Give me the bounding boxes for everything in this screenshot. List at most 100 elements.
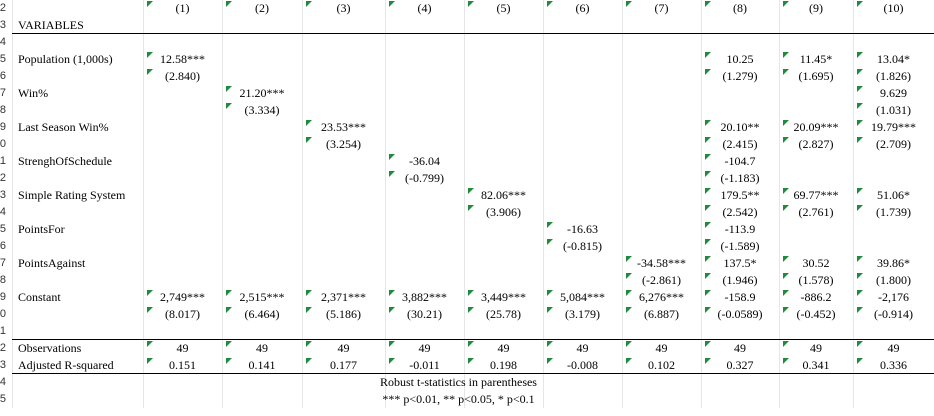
table-cell: (2.542) (722, 205, 758, 219)
text-flag (306, 120, 312, 126)
table-cell: 9.629 (880, 86, 907, 100)
text-flag (705, 341, 711, 347)
table-cell: 13.04* (877, 52, 910, 66)
text-flag (705, 222, 711, 228)
grid-line (143, 0, 144, 408)
table-cell: -104.7 (724, 154, 756, 168)
table-cell: 0.141 (248, 358, 276, 372)
table-cell: (1.578) (798, 273, 834, 287)
table-cell: (3.254) (326, 137, 361, 151)
table-cell: 20.09*** (793, 120, 839, 134)
text-flag (389, 341, 395, 347)
text-flag (226, 103, 232, 109)
text-flag (389, 307, 395, 313)
text-flag (147, 290, 153, 296)
table-cell: -113.9 (724, 222, 756, 236)
text-flag (857, 256, 863, 262)
text-flag (783, 137, 789, 143)
table-cell: 3,882*** (402, 290, 447, 304)
text-flag (857, 273, 863, 279)
text-flag (306, 341, 312, 347)
text-flag (705, 205, 711, 211)
row-number: 19 (0, 291, 6, 303)
table-cell: 2,515*** (239, 290, 285, 304)
table-cell: (2.415) (722, 137, 758, 151)
table-cell: (-1.589) (720, 239, 760, 253)
text-flag (468, 290, 474, 296)
row-number: 5 (0, 53, 6, 65)
table-cell: 0.336 (880, 358, 907, 372)
text-flag (783, 256, 789, 262)
text-flag (306, 137, 312, 143)
column-header: (5) (496, 1, 511, 15)
table-cell: 39.86* (877, 256, 910, 270)
row-label: PointsFor (18, 222, 65, 236)
row-number: 21 (0, 325, 6, 337)
table-cell: (2.827) (798, 137, 834, 151)
table-cell: (-0.0589) (717, 307, 763, 321)
text-flag (783, 290, 789, 296)
row-label: Simple Rating System (18, 188, 126, 202)
text-flag (626, 1, 632, 7)
table-cell: (-0.452) (796, 307, 836, 321)
table-cell: 30.52 (802, 256, 830, 270)
table-cell: 137.5* (723, 256, 757, 270)
table-cell: (1.279) (722, 69, 758, 83)
text-flag (705, 307, 711, 313)
text-flag (705, 256, 711, 262)
row-label: Population (1,000s) (18, 52, 113, 66)
row-number: 6 (0, 70, 6, 82)
row-number: 3 (0, 19, 6, 31)
text-flag (147, 1, 153, 7)
text-flag (705, 69, 711, 75)
text-flag (147, 52, 153, 58)
table-cell: 0.151 (169, 358, 196, 372)
text-flag (306, 358, 312, 364)
table-note: Robust t-statistics in parentheses (380, 375, 537, 389)
row-number: 20 (0, 308, 6, 320)
table-cell: -158.9 (724, 290, 756, 304)
text-flag (857, 86, 863, 92)
column-header: (7) (654, 1, 669, 15)
row-number: 11 (0, 155, 6, 167)
table-cell: -2,176 (878, 290, 909, 304)
row-label: Observations (18, 341, 82, 355)
text-flag (626, 307, 632, 313)
table-cell: 0.327 (726, 358, 754, 372)
row-number: 25 (0, 393, 6, 405)
text-flag (705, 358, 711, 364)
text-flag (547, 222, 553, 228)
table-cell: (1.031) (876, 103, 911, 117)
text-flag (783, 69, 789, 75)
text-flag (306, 290, 312, 296)
table-cell: 19.79*** (871, 120, 916, 134)
text-flag (147, 358, 153, 364)
row-number: 14 (0, 206, 6, 218)
table-cell: (30.21) (407, 307, 442, 321)
grid-line (543, 0, 544, 408)
table-cell: (2.840) (165, 69, 200, 83)
table-cell: (-0.815) (563, 239, 602, 253)
column-header: (4) (417, 1, 432, 15)
row-label: Constant (18, 290, 61, 304)
row-number: 7 (0, 87, 6, 99)
column-header: (2) (255, 1, 269, 15)
table-cell: (-0.799) (405, 171, 444, 185)
row-number: 16 (0, 240, 6, 252)
table-cell: (-0.914) (874, 307, 913, 321)
text-flag (857, 307, 863, 313)
table-cell: 5,084*** (560, 290, 605, 304)
text-flag (705, 120, 711, 126)
table-cell: 2,749*** (160, 290, 205, 304)
text-flag (626, 341, 632, 347)
text-flag (857, 103, 863, 109)
text-flag (783, 120, 789, 126)
text-flag (857, 137, 863, 143)
table-cell: 82.06*** (481, 188, 526, 202)
text-flag (468, 358, 474, 364)
table-cell: 179.5** (720, 188, 760, 202)
text-flag (705, 154, 711, 160)
grid-line (302, 0, 303, 408)
column-header: (6) (575, 1, 590, 15)
table-cell: 49 (576, 341, 589, 355)
